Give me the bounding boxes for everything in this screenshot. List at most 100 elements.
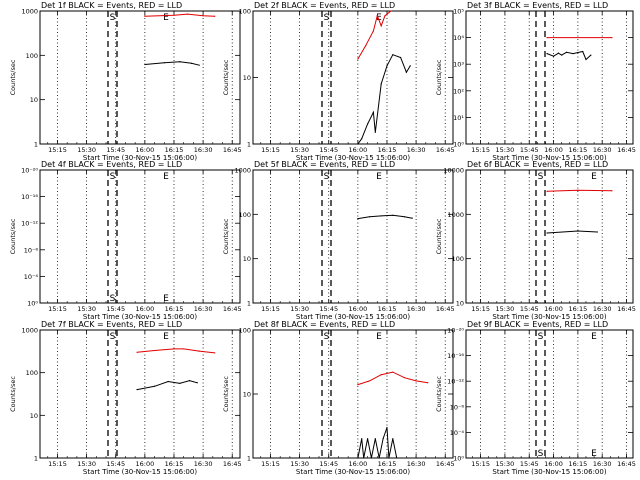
red-data-point: [357, 58, 359, 60]
event-start-tag: S: [538, 449, 544, 459]
x-axis-label: Start Time (30-Nov-15 15:06:00): [83, 154, 197, 162]
x-tick-label: 16:15: [569, 146, 588, 154]
black-data-point: [582, 50, 584, 53]
y-axis-label: Counts/sec: [222, 376, 230, 412]
panel-title: Det 1f BLACK = Events, RED = LLD: [41, 1, 182, 10]
x-tick-label: 16:00: [348, 305, 367, 313]
black-data-point: [361, 438, 363, 440]
black-data-point: [405, 71, 407, 73]
x-tick-label: 16:45: [436, 460, 455, 468]
panel-title: Det 4f BLACK = Events, RED = LLD: [41, 160, 182, 169]
event-end-tag: E: [163, 172, 169, 182]
x-tick-label: 16:30: [407, 146, 426, 154]
y-tick-label: 10⁻⁸: [24, 246, 39, 254]
red-data-point: [214, 15, 216, 17]
red-data-point: [372, 30, 374, 32]
black-data-point: [388, 457, 390, 459]
red-data-point: [577, 189, 579, 191]
x-tick-label: 15:30: [77, 305, 96, 313]
y-tick-label: 10⁰: [27, 300, 38, 308]
black-data-point: [190, 62, 193, 64]
black-data-point: [561, 54, 563, 56]
panel-det-4f: Det 4f BLACK = Events, RED = LLD 15:15 15:…: [9, 160, 242, 321]
y-tick-label: 10⁻⁸: [450, 403, 465, 411]
panel-title: Det 5f BLACK = Events, RED = LLD: [254, 160, 395, 169]
event-end-tag: E: [163, 13, 169, 23]
y-tick-label: 100: [239, 8, 251, 16]
x-tick-label: 16:15: [569, 460, 588, 468]
y-tick-label: 1000: [21, 327, 38, 335]
black-data-point: [374, 438, 376, 440]
x-tick-label: 16:15: [165, 305, 184, 313]
red-data-point: [173, 14, 175, 16]
x-axis-label: Start Time (30-Nov-15 15:06:00): [296, 154, 410, 162]
black-data-point: [585, 58, 587, 61]
black-data-point: [363, 457, 365, 459]
black-data-point: [565, 51, 568, 53]
x-axis-label: Start Time (30-Nov-15 15:06:00): [83, 313, 197, 321]
red-data-point: [427, 382, 429, 384]
panel-det-6f: Det 6f BLACK = Events, RED = LLD 15:15 15:…: [435, 160, 636, 321]
x-tick-label: 15:30: [496, 146, 515, 154]
panel-title: Det 3f BLACK = Events, RED = LLD: [467, 1, 608, 10]
red-data-point: [546, 190, 548, 192]
y-tick-label: 10⁻¹⁶: [447, 352, 464, 360]
y-tick-label: 100: [239, 211, 251, 219]
y-tick-label: 10⁻¹²: [447, 378, 464, 386]
x-axis-label: Start Time (30-Nov-15 15:06:00): [296, 468, 410, 476]
black-series-line: [357, 54, 411, 145]
black-data-point: [374, 131, 376, 133]
black-data-point: [366, 438, 369, 440]
black-data-point: [357, 143, 359, 145]
plot-frame: [252, 10, 454, 145]
x-tick-label: 16:45: [617, 146, 636, 154]
panel-det-9f: Det 9f BLACK = Events, RED = LLD 15:15 15:…: [435, 320, 636, 476]
red-series-line: [137, 348, 215, 354]
y-axis-label: Counts/sec: [435, 376, 443, 412]
y-tick-label: 1: [34, 141, 38, 149]
x-tick-label: 16:30: [194, 146, 213, 154]
x-tick-label: 16:15: [378, 460, 397, 468]
panel-title: Det 7f BLACK = Events, RED = LLD: [41, 320, 182, 329]
y-axis-label: Counts/sec: [9, 376, 17, 412]
red-data-point: [144, 15, 146, 17]
y-tick-label: 100: [452, 255, 464, 263]
black-data-point: [188, 380, 191, 382]
black-data-point: [179, 61, 181, 63]
red-series-line: [357, 10, 392, 60]
black-data-point: [136, 389, 138, 391]
event-start-tag: S: [324, 172, 330, 182]
y-tick-label: 1: [247, 141, 251, 149]
panel-title: Det 6f BLACK = Events, RED = LLD: [467, 160, 608, 169]
black-data-point: [357, 218, 359, 220]
red-data-point: [384, 15, 386, 17]
black-data-point: [552, 55, 555, 57]
x-tick-label: 16:00: [348, 146, 367, 154]
x-tick-label: 15:15: [48, 460, 67, 468]
x-tick-label: 16:00: [135, 305, 154, 313]
y-tick-label: 10: [30, 412, 38, 420]
y-tick-label: 10⁴: [453, 34, 464, 42]
x-tick-label: 15:30: [290, 460, 309, 468]
x-tick-label: 16:45: [617, 460, 636, 468]
y-axis-label: Counts/sec: [9, 59, 17, 95]
black-data-point: [386, 426, 388, 429]
plot-frame: [39, 169, 241, 304]
event-end-tag: E: [376, 13, 382, 23]
x-tick-label: 16:45: [436, 146, 455, 154]
x-tick-label: 15:45: [106, 146, 125, 154]
x-tick-label: 16:00: [135, 146, 154, 154]
red-data-point: [415, 380, 417, 382]
x-tick-label: 16:45: [223, 305, 242, 313]
x-tick-label: 16:45: [223, 146, 242, 154]
black-data-point: [196, 382, 198, 384]
black-data-point: [198, 64, 200, 66]
x-tick-label: 16:30: [407, 460, 426, 468]
x-tick-label: 16:15: [378, 146, 397, 154]
x-tick-label: 15:45: [520, 305, 539, 313]
black-data-point: [163, 62, 165, 64]
black-data-point: [557, 52, 560, 54]
red-data-point: [392, 371, 394, 373]
event-start-tag: S: [538, 332, 544, 342]
